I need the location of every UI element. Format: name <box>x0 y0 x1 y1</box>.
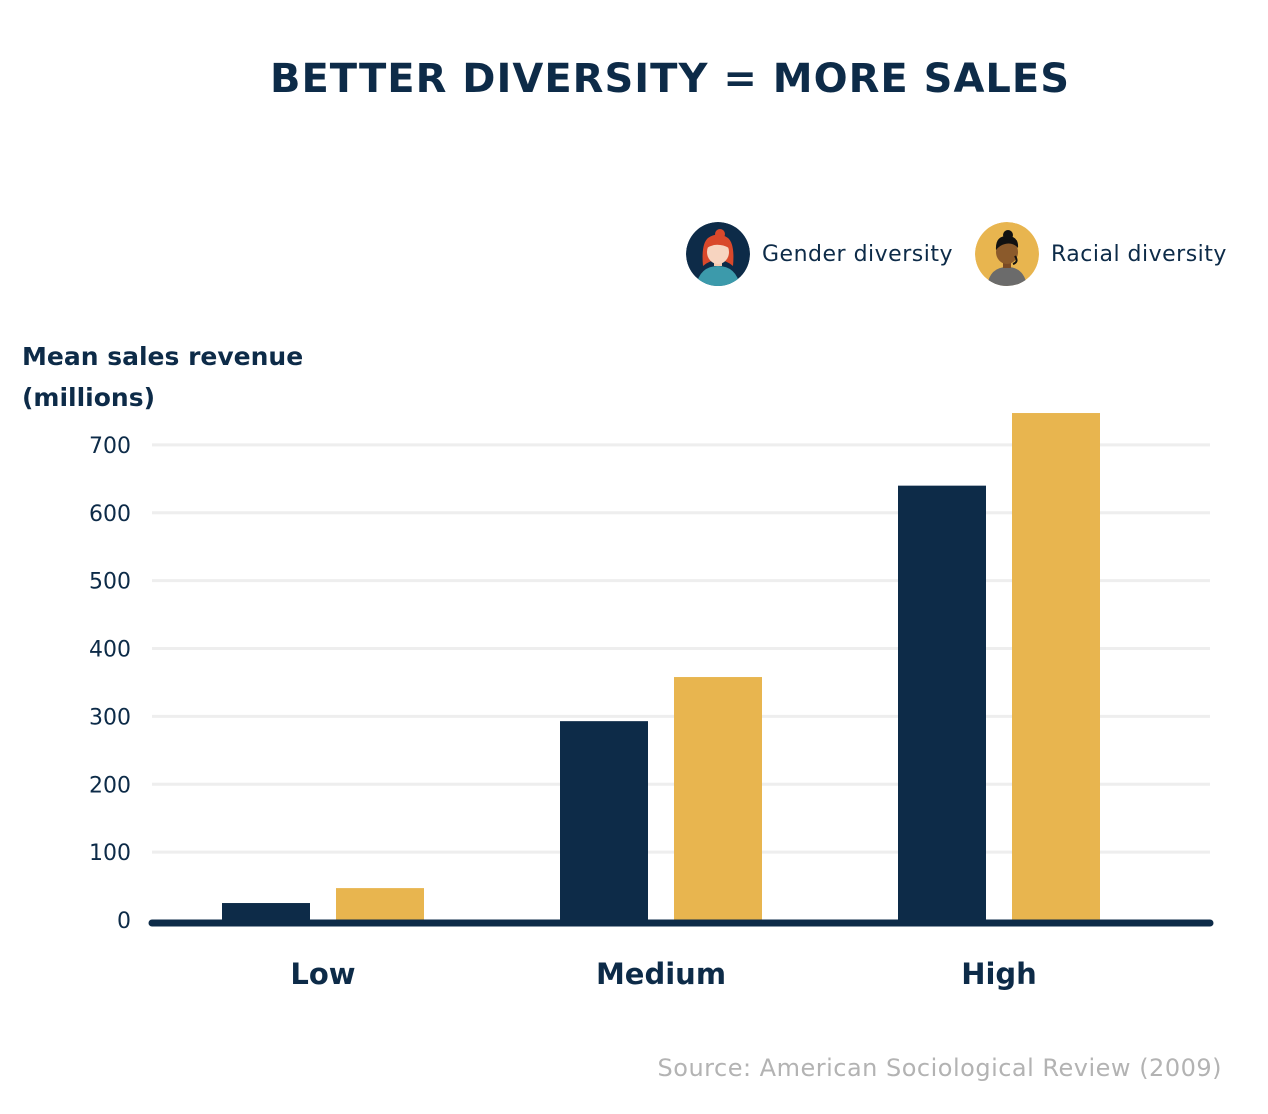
y-axis-ticks: 0 100 200 300 400 500 600 700 <box>89 434 131 934</box>
y-tick-label: 700 <box>89 434 131 459</box>
y-tick-label: 500 <box>89 570 131 595</box>
y-axis-label-line: Mean sales revenue (millions) <box>22 342 304 412</box>
x-tick-label-low: Low <box>290 957 355 991</box>
y-tick-label: 300 <box>89 705 131 730</box>
source-note: Source: American Sociological Review (20… <box>657 1054 1222 1082</box>
bars <box>222 413 1100 920</box>
y-tick-label: 400 <box>89 638 131 663</box>
woman-avatar-icon <box>686 222 750 286</box>
legend-item-gender: Gender diversity <box>686 222 953 286</box>
y-tick-label: 0 <box>117 909 131 934</box>
y-tick-label: 200 <box>89 773 131 798</box>
bar-gender-low <box>222 903 310 920</box>
x-axis-ticks: Low Medium High <box>290 957 1036 991</box>
bar-racial-low <box>336 888 424 920</box>
bar-gender-medium <box>560 721 648 920</box>
bar-racial-high <box>1012 413 1100 920</box>
y-tick-label: 600 <box>89 502 131 527</box>
person-avatar-icon <box>974 222 1039 286</box>
y-tick-label: 100 <box>89 841 131 866</box>
bar-gender-high <box>898 485 986 920</box>
x-tick-label-medium: Medium <box>596 957 726 991</box>
x-tick-label-high: High <box>961 957 1037 991</box>
legend-item-racial: Racial diversity <box>974 222 1227 286</box>
y-axis-label: Mean sales revenue (millions) <box>22 336 342 418</box>
legend: Gender diversity Racial diversity <box>686 222 1227 286</box>
legend-label-racial: Racial diversity <box>1050 241 1227 267</box>
chart-title: BETTER DIVERSITY = MORE SALES <box>269 56 1071 102</box>
legend-label-gender: Gender diversity <box>762 241 953 267</box>
bar-racial-medium <box>674 677 762 920</box>
